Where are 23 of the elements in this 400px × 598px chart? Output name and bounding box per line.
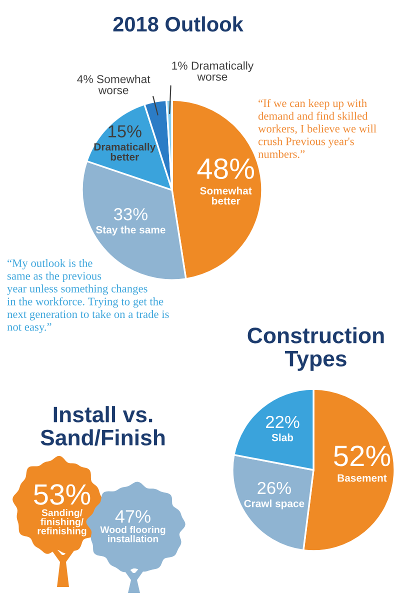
text: Install vs. Sand/Finish <box>40 406 165 446</box>
category-label: Wood flooring installation <box>100 526 166 542</box>
text: “My outlook is the same as the previous year unless something changes in the workforce. Trying to get the next generation to take on a trade is not easy.” <box>7 259 169 334</box>
data-label: 48% <box>197 158 254 180</box>
slice-label: Dramatically better <box>94 142 156 161</box>
data-label: 22% <box>266 416 300 428</box>
category-label: Sanding/ finishing/ refinishing <box>38 509 86 536</box>
data-label: 33% <box>114 208 148 220</box>
data-label: 47% <box>115 510 150 523</box>
data-label: 52% <box>334 446 390 466</box>
data-label: 26% <box>258 482 291 494</box>
slice-label: 4% Somewhat worse <box>77 74 150 94</box>
slice-label: Somewhat better <box>200 186 252 205</box>
slice-label: Stay the same <box>96 226 166 236</box>
data-label: 53% <box>34 484 90 505</box>
slice-label: Crawl space <box>244 500 304 510</box>
text: “If we can keep up with demand and find skilled workers, I believe we will crush Previous year's numbers.” <box>258 99 376 158</box>
slice-label: Basement <box>338 474 387 482</box>
data-label: 15% <box>108 125 142 138</box>
slice-label: 1% Dramatically worse <box>172 61 254 81</box>
chart-title: 2018 Outlook <box>113 16 244 32</box>
chart-title: Construction Types <box>248 327 384 371</box>
slice-label: Slab <box>272 434 294 442</box>
